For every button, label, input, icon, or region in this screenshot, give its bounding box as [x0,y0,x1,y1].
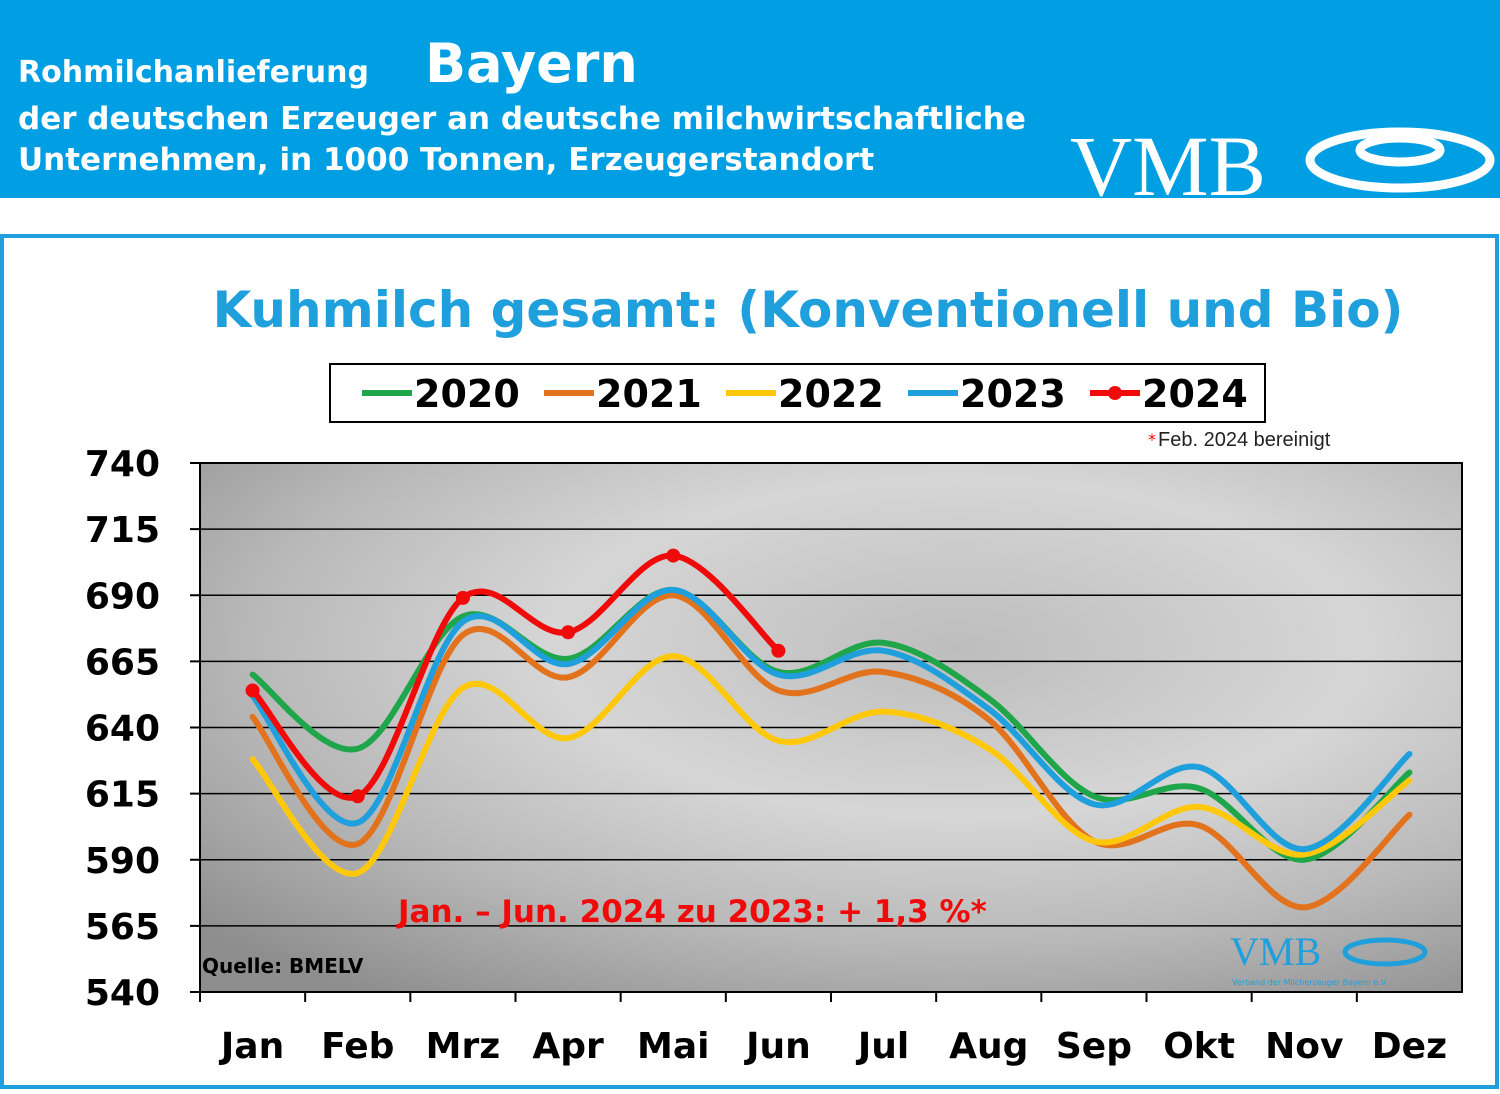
x-tick-label: Sep [1056,1026,1132,1067]
header-band [0,0,1500,198]
footnote-mark: * [1148,430,1156,449]
y-tick-label: 540 [85,973,160,1014]
point [245,683,260,698]
legend-label: 2022 [778,372,884,416]
point [771,643,786,658]
x-tick-label: Aug [949,1026,1028,1067]
watermark-swirl [1342,937,1428,967]
point [561,625,576,640]
y-tick-label: 715 [85,510,160,551]
header-logo: VMB [1070,118,1266,214]
x-tick-label: Jul [855,1026,909,1067]
chart-title: Kuhmilch gesamt: (Konventionell und Bio) [213,281,1404,339]
x-tick-label: Jun [743,1026,811,1067]
x-tick-label: Mrz [426,1026,501,1067]
x-tick-label: Jan [218,1026,284,1067]
y-tick-label: 640 [85,709,160,750]
legend-label: 2021 [596,372,702,416]
header-title-big: Bayern [425,32,638,95]
x-tick-label: Nov [1265,1026,1343,1067]
y-tick-label: 690 [85,576,160,617]
header-title-small: Rohmilchanlieferung [18,55,369,90]
footnote: Feb. 2024 bereinigt [1158,429,1331,451]
watermark: VMB [1230,929,1321,974]
frame [0,234,1499,1089]
series-line [249,586,1413,853]
y-tick-label: 590 [85,841,160,882]
point [455,590,470,605]
x-tick-label: Dez [1372,1026,1447,1067]
series-line [249,653,1413,877]
logo-swirl [1305,127,1495,193]
y-tick-label: 615 [85,775,160,816]
legend-marker [1108,386,1122,400]
series-line [249,586,1413,863]
annotation: Jan. – Jun. 2024 zu 2023: + 1,3 %* [396,894,987,930]
y-tick-label: 565 [85,907,160,948]
y-tick-label: 740 [85,444,160,485]
legend-label: 2023 [960,372,1066,416]
point [350,789,365,804]
source: Quelle: BMELV [202,954,364,978]
legend-label: 2024 [1142,372,1248,416]
x-tick-label: Mai [637,1026,709,1067]
header-subtitle: der deutschen Erzeuger an deutsche milch… [18,101,1026,137]
point [666,548,681,563]
legend-label: 2020 [414,372,520,416]
x-tick-label: Okt [1163,1026,1235,1067]
series-line [249,552,782,801]
header-subtitle: Unternehmen, in 1000 Tonnen, Erzeugersta… [18,142,874,178]
x-tick-label: Feb [321,1026,394,1067]
series-line [249,592,1413,911]
x-tick-label: Apr [532,1026,604,1067]
y-tick-label: 665 [85,642,160,683]
watermark-sub: Verband der Milcherzeuger Bayern e.V. [1232,978,1388,987]
